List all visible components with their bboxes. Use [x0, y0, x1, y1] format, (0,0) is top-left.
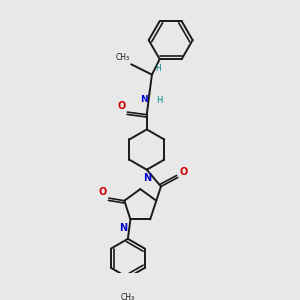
- Text: CH₃: CH₃: [116, 53, 130, 62]
- Text: N: N: [140, 95, 148, 104]
- Text: O: O: [98, 187, 107, 197]
- Text: O: O: [117, 101, 125, 111]
- Text: N: N: [119, 223, 127, 232]
- Text: H: H: [156, 96, 162, 105]
- Text: CH₃: CH₃: [121, 292, 135, 300]
- Text: N: N: [143, 173, 151, 183]
- Text: O: O: [180, 167, 188, 177]
- Text: H: H: [155, 64, 161, 74]
